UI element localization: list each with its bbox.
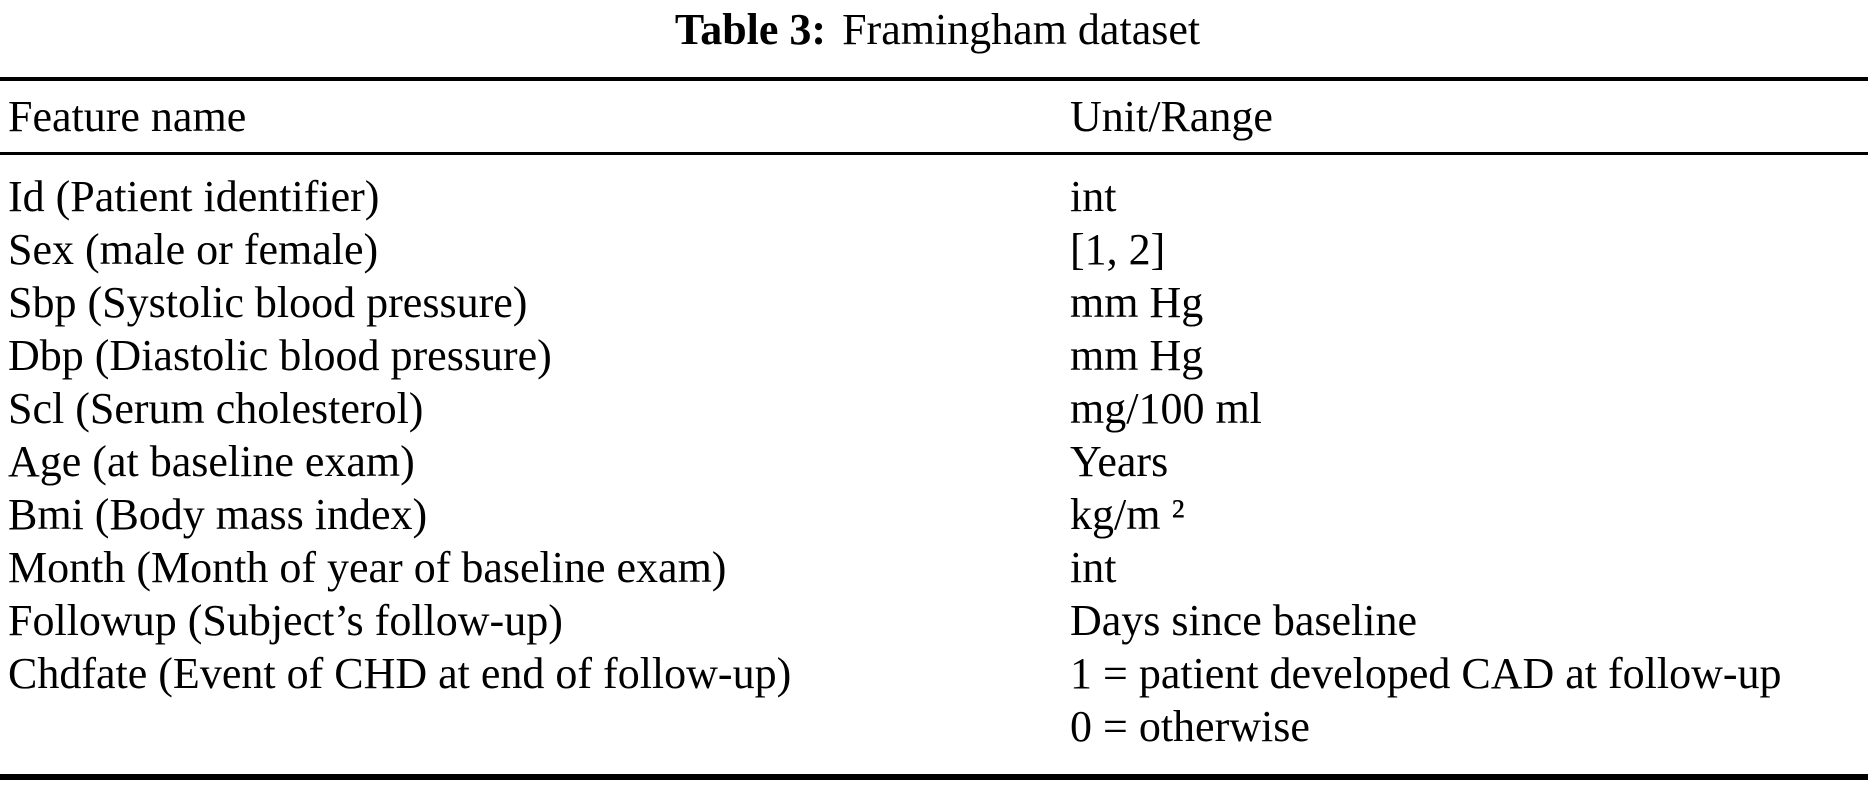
- unit-cell: [1, 2]: [1070, 224, 1166, 274]
- unit-cell: mg/100 ml: [1070, 383, 1262, 433]
- unit-cell: Days since baseline: [1070, 595, 1417, 645]
- table-header-row: Feature name Unit/Range: [0, 79, 1868, 153]
- table-row: Dbp (Diastolic blood pressure) mm Hg: [0, 329, 1868, 382]
- table-row: Age (at baseline exam) Years: [0, 435, 1868, 488]
- table-row: Id (Patient identifier) int: [0, 153, 1868, 223]
- table-row: Scl (Serum cholesterol) mg/100 ml: [0, 382, 1868, 435]
- feature-cell: Month (Month of year of baseline exam): [8, 542, 727, 592]
- table-row: Bmi (Body mass index) kg/m ²: [0, 488, 1868, 541]
- table-row: Sex (male or female) [1, 2]: [0, 223, 1868, 276]
- feature-cell: Id (Patient identifier): [8, 171, 380, 221]
- column-header-feature-name: Feature name: [8, 91, 247, 141]
- table-caption-text: Framingham dataset: [842, 5, 1201, 54]
- feature-cell: Chdfate (Event of CHD at end of follow-u…: [8, 648, 792, 698]
- unit-cell: int: [1070, 171, 1117, 221]
- table-caption-label: Table 3:: [674, 5, 827, 54]
- feature-cell: Followup (Subject’s follow-up): [8, 595, 563, 645]
- unit-cell: mm Hg: [1070, 277, 1204, 327]
- column-header-unit-range: Unit/Range: [1070, 91, 1273, 141]
- feature-cell: Bmi (Body mass index): [8, 489, 428, 539]
- feature-cell: Sbp (Systolic blood pressure): [8, 277, 528, 327]
- table-body: Id (Patient identifier) int Sex (male or…: [0, 153, 1868, 777]
- feature-cell: Age (at baseline exam): [8, 436, 415, 486]
- table-header: Feature name Unit/Range: [0, 79, 1868, 153]
- unit-cell: kg/m ²: [1070, 489, 1185, 539]
- feature-cell: Dbp (Diastolic blood pressure): [8, 330, 552, 380]
- unit-cell: mm Hg: [1070, 330, 1204, 380]
- unit-cell: Years: [1070, 436, 1169, 486]
- unit-cell: 1 = patient developed CAD at follow-up 0…: [1070, 648, 1782, 751]
- table-row: Month (Month of year of baseline exam) i…: [0, 541, 1868, 594]
- table-row: Chdfate (Event of CHD at end of follow-u…: [0, 647, 1868, 777]
- table-row: Sbp (Systolic blood pressure) mm Hg: [0, 276, 1868, 329]
- feature-cell: Scl (Serum cholesterol): [8, 383, 424, 433]
- unit-cell: int: [1070, 542, 1117, 592]
- framingham-feature-table: Feature name Unit/Range Id (Patient iden…: [0, 77, 1868, 780]
- feature-cell: Sex (male or female): [8, 224, 379, 274]
- table-caption: Table 3: Framingham dataset: [0, 0, 1875, 77]
- table-row: Followup (Subject’s follow-up) Days sinc…: [0, 594, 1868, 647]
